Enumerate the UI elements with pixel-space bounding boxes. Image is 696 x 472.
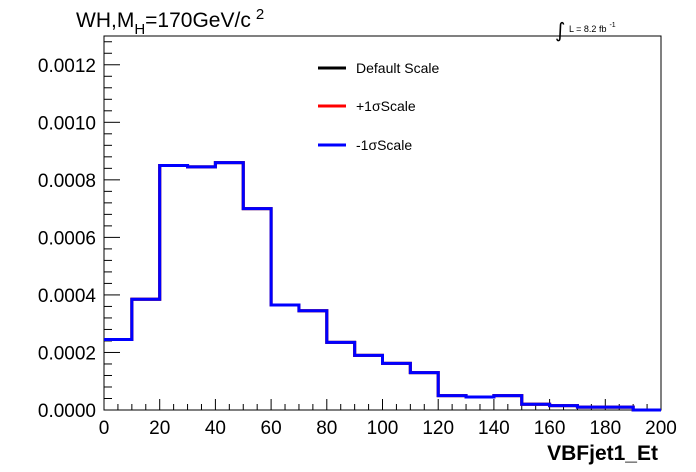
x-axis: 0 20 40 60 80 100 120 140 160 180 200 — [99, 399, 677, 439]
lumi-integral-symbol: ∫ — [555, 18, 565, 42]
x-tick-label: 160 — [534, 418, 566, 439]
y-tick-label: 0.0010 — [38, 113, 96, 134]
process-annotation-main: WH,M — [76, 9, 134, 32]
x-tick-label: 80 — [316, 418, 337, 439]
process-annotation-subscript: H — [134, 21, 145, 38]
y-tick-label: 0.0012 — [38, 56, 96, 77]
legend-label-minus: -1σScale — [356, 137, 412, 153]
series-layer — [104, 161, 661, 412]
lumi-label-text: L = 8.2 fb — [569, 24, 606, 34]
process-annotation-mass: =170GeV/c — [145, 9, 251, 32]
series-step-line — [104, 161, 661, 412]
x-tick-label: 60 — [261, 418, 282, 439]
process-annotation-superscript: 2 — [256, 6, 264, 23]
y-tick-label: 0.0004 — [38, 286, 97, 307]
series-step-line — [104, 161, 661, 412]
legend-label-plus: +1σScale — [356, 98, 416, 114]
y-tick-label: 0.0002 — [38, 343, 96, 364]
series-step-line — [104, 161, 661, 412]
x-tick-label: 140 — [478, 418, 510, 439]
legend: Default Scale +1σScale -1σScale — [318, 60, 439, 153]
y-tick-label: 0.0006 — [38, 228, 96, 249]
legend-label-default: Default Scale — [356, 60, 439, 76]
y-axis: 0.0000 0.0002 0.0004 0.0006 0.0008 0.0010 0.00… — [38, 41, 120, 422]
x-tick-label: 100 — [367, 418, 399, 439]
process-annotation: WH,MH=170GeV/c 2 — [76, 6, 264, 38]
y-tick-label: 0.0000 — [38, 401, 96, 422]
x-tick-label: 40 — [205, 418, 226, 439]
x-tick-label: 180 — [589, 418, 621, 439]
x-axis-title: VBFjet1_Et — [547, 442, 658, 465]
lumi-label: L = 8.2 fb -1 — [569, 22, 616, 34]
y-tick-label: 0.0008 — [38, 171, 96, 192]
x-tick-label: 0 — [99, 418, 110, 439]
x-tick-label: 200 — [645, 418, 677, 439]
lumi-label-superscript: -1 — [609, 22, 615, 29]
x-tick-label: 20 — [149, 418, 170, 439]
x-tick-label: 120 — [422, 418, 454, 439]
